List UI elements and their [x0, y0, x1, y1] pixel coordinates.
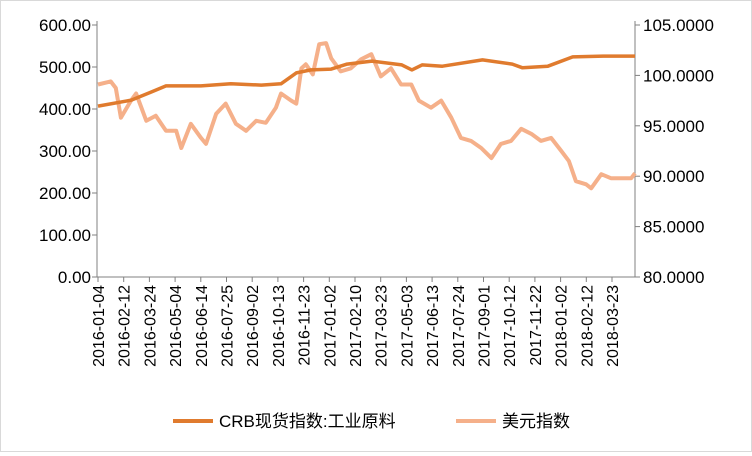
x-tick-label: 2016-01-04	[91, 285, 108, 367]
left-tick-label: 300.00	[39, 142, 91, 161]
right-tick-label: 100.0000	[643, 66, 714, 85]
left-tick-label: 500.00	[39, 58, 91, 77]
right-tick-label: 80.0000	[643, 268, 704, 287]
x-tick-label: 2017-06-13	[425, 285, 442, 367]
right-tick-label: 105.0000	[643, 16, 714, 35]
x-tick-label: 2017-10-12	[502, 285, 519, 367]
x-tick-label: 2018-01-02	[554, 285, 571, 367]
series-line-crb	[97, 54, 635, 108]
left-tick-label: 600.00	[39, 16, 91, 35]
x-tick-label: 2017-07-24	[451, 285, 468, 367]
x-tick-label: 2017-11-22	[528, 285, 545, 366]
x-tick-label: 2017-03-23	[374, 285, 391, 367]
x-tick-label: 2017-09-01	[477, 285, 494, 367]
x-tick-label: 2017-01-02	[322, 285, 339, 367]
series-line-usd	[97, 41, 637, 191]
right-tick-label: 95.0000	[643, 117, 704, 136]
x-tick-label: 2016-09-02	[245, 285, 262, 367]
left-tick-label: 200.00	[39, 184, 91, 203]
left-tick-label: 400.00	[39, 100, 91, 119]
left-tick-label: 100.00	[39, 226, 91, 245]
x-tick-label: 2016-10-13	[271, 285, 288, 367]
x-tick-label: 2016-05-04	[168, 285, 185, 367]
x-tick-label: 2017-05-03	[399, 285, 416, 367]
legend-label-crb: CRB现货指数:工业原料	[219, 412, 396, 431]
x-tick-label: 2016-06-14	[194, 285, 211, 367]
right-tick-label: 85.0000	[643, 218, 704, 237]
legend: CRB现货指数:工业原料 美元指数	[173, 412, 570, 431]
x-tick-label: 2016-07-25	[220, 285, 237, 367]
x-tick-label: 2017-02-10	[348, 285, 365, 367]
x-tick-label: 2016-03-24	[142, 285, 159, 367]
x-tick-label: 2016-11-23	[297, 285, 314, 366]
right-tick-label: 90.0000	[643, 167, 704, 186]
left-tick-label: 0.00	[58, 268, 91, 287]
x-tick-label: 2018-03-23	[605, 285, 622, 367]
x-tick-label: 2016-02-12	[117, 285, 134, 367]
legend-label-usd: 美元指数	[502, 412, 570, 431]
x-tick-label: 2018-02-12	[579, 285, 596, 367]
